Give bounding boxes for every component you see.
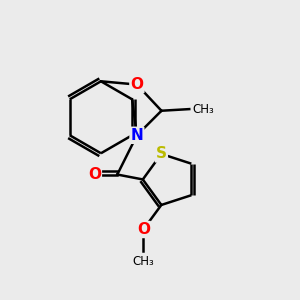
Text: CH₃: CH₃ [192, 103, 214, 116]
Text: S: S [156, 146, 167, 161]
Text: CH₃: CH₃ [133, 255, 154, 268]
Text: O: O [130, 77, 143, 92]
Text: O: O [88, 167, 101, 182]
Text: O: O [137, 222, 150, 237]
Text: N: N [130, 128, 143, 143]
